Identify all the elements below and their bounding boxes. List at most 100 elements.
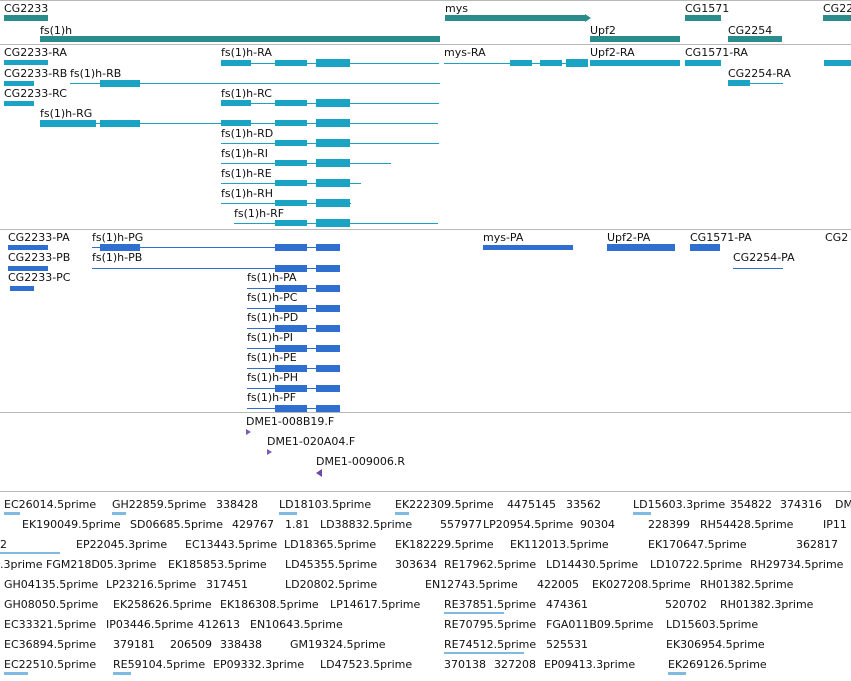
est-marker[interactable] — [113, 672, 131, 675]
est-label[interactable]: EK258626.5prime — [113, 598, 212, 611]
est-label[interactable]: 327208 — [494, 658, 536, 671]
protein-exon[interactable] — [316, 365, 340, 372]
est-label[interactable]: RE74512.5prime — [444, 638, 537, 651]
est-label[interactable]: LP23216.5prime — [106, 578, 197, 591]
transcript-label[interactable]: CG2233-RC — [4, 87, 67, 100]
est-label[interactable]: 474361 — [546, 598, 588, 611]
est-marker[interactable] — [0, 552, 60, 554]
transcript-exon[interactable] — [100, 120, 140, 127]
transcript-exon[interactable] — [510, 60, 532, 66]
est-label[interactable]: RH29734.5prime — [750, 558, 844, 571]
protein-label[interactable]: fs(1)h-PG — [92, 231, 144, 244]
gene-label[interactable]: Upf2 — [590, 24, 616, 37]
transcript-exon[interactable] — [728, 80, 750, 86]
protein-model[interactable] — [8, 266, 48, 271]
transcript-label[interactable]: fs(1)h-RF — [234, 207, 285, 220]
est-label[interactable]: EK190049.5prime — [22, 518, 121, 531]
transcript-model[interactable] — [4, 81, 34, 86]
est-label[interactable]: EK185853.5prime — [168, 558, 267, 571]
clone-label[interactable]: DME1-020A04.F — [267, 435, 356, 448]
est-label[interactable]: 338428 — [216, 498, 258, 511]
protein-exon[interactable] — [607, 244, 675, 251]
est-label[interactable]: 370138 — [444, 658, 486, 671]
est-label[interactable]: LP20954.5prime — [483, 518, 574, 531]
transcript-exon[interactable] — [540, 60, 562, 66]
transcript-exon[interactable] — [275, 180, 307, 186]
est-label[interactable]: 379181 — [113, 638, 155, 651]
est-label[interactable]: EK306954.5prime — [666, 638, 765, 651]
est-label[interactable]: EK182229.5prime — [395, 538, 494, 551]
est-label[interactable]: LD15603.5prime — [666, 618, 759, 631]
est-marker[interactable] — [4, 672, 28, 675]
est-label[interactable]: GH08050.5prime — [4, 598, 99, 611]
est-label[interactable]: 317451 — [206, 578, 248, 591]
protein-exon[interactable] — [316, 385, 340, 392]
transcript-exon[interactable] — [275, 220, 307, 226]
est-label[interactable]: 303634 — [395, 558, 437, 571]
transcript-exon[interactable] — [100, 80, 140, 87]
est-label[interactable]: EK269126.5prime — [668, 658, 767, 671]
transcript-exon[interactable] — [316, 99, 350, 107]
protein-exon[interactable] — [316, 244, 340, 251]
est-marker[interactable] — [4, 512, 20, 515]
est-label[interactable]: EK170647.5prime — [648, 538, 747, 551]
transcript-label[interactable]: mys-RA — [444, 46, 486, 59]
est-label[interactable]: 374316 — [780, 498, 822, 511]
est-label[interactable]: EP09332.3prime — [213, 658, 305, 671]
gene-label[interactable]: CG2233 — [4, 2, 49, 15]
gene-bar[interactable] — [4, 15, 48, 21]
gene-bar[interactable] — [823, 15, 851, 21]
transcript-exon[interactable] — [316, 219, 350, 227]
est-label[interactable]: GM19324.5prime — [290, 638, 386, 651]
est-label[interactable]: 412613 — [198, 618, 240, 631]
protein-exon[interactable] — [275, 305, 307, 312]
transcript-label[interactable]: fs(1)h-RC — [221, 87, 272, 100]
transcript-label[interactable]: CG2233-RB — [4, 67, 68, 80]
protein-label[interactable]: fs(1)h-PI — [247, 331, 294, 344]
est-marker[interactable] — [395, 512, 409, 515]
est-label[interactable]: EC36894.5prime — [4, 638, 97, 651]
transcript-exon[interactable] — [221, 100, 251, 106]
transcript-label[interactable]: fs(1)h-RE — [221, 167, 272, 180]
clone-marker-icon[interactable] — [316, 469, 322, 477]
est-label[interactable]: 525531 — [546, 638, 588, 651]
protein-label[interactable]: CG2254-PA — [733, 251, 795, 264]
est-label[interactable]: EK186308.5prime — [220, 598, 319, 611]
transcript-exon[interactable] — [221, 60, 251, 66]
est-label[interactable]: LD18103.5prime — [279, 498, 372, 511]
protein-label[interactable]: CG2233-PB — [8, 251, 71, 264]
est-label[interactable]: 362817 — [796, 538, 838, 551]
protein-label[interactable]: mys-PA — [483, 231, 524, 244]
est-label[interactable]: .3prime — [0, 558, 43, 571]
transcript-label[interactable]: CG2254-RA — [728, 67, 791, 80]
transcript-exon[interactable] — [316, 119, 350, 127]
transcript-label[interactable]: fs(1)h-RI — [221, 147, 269, 160]
est-label[interactable]: EN10643.5prime — [250, 618, 343, 631]
transcript-exon[interactable] — [275, 60, 307, 66]
clone-marker-icon[interactable] — [246, 429, 251, 435]
est-label[interactable]: RH01382.3prime — [720, 598, 814, 611]
transcript-exon[interactable] — [316, 179, 350, 187]
est-label[interactable]: EC33321.5prime — [4, 618, 97, 631]
est-label[interactable]: RH54428.5prime — [700, 518, 794, 531]
gene-bar[interactable] — [40, 36, 440, 42]
est-label[interactable]: EK027208.5prime — [592, 578, 691, 591]
protein-label[interactable]: CG2 — [825, 231, 849, 244]
est-label[interactable]: LD18365.5prime — [284, 538, 377, 551]
est-label[interactable]: EC26014.5prime — [4, 498, 97, 511]
gene-label[interactable]: fs(1)h — [40, 24, 73, 37]
est-label[interactable]: EK112013.5prime — [510, 538, 609, 551]
est-label[interactable]: EP09413.3prime — [544, 658, 636, 671]
clone-label[interactable]: DME1-008B19.F — [246, 415, 335, 428]
est-label[interactable]: EC22510.5prime — [4, 658, 97, 671]
protein-label[interactable]: fs(1)h-PB — [92, 251, 143, 264]
gene-label[interactable]: mys — [445, 2, 468, 15]
protein-label[interactable]: fs(1)h-PA — [247, 271, 297, 284]
transcript-exon[interactable] — [221, 120, 251, 126]
est-label[interactable]: EK222309.5prime — [395, 498, 494, 511]
est-label[interactable]: RE37851.5prime — [444, 598, 537, 611]
transcript-exon[interactable] — [275, 160, 307, 166]
transcript-exon[interactable] — [40, 120, 96, 127]
protein-exon[interactable] — [690, 244, 720, 251]
est-label[interactable]: 90304 — [580, 518, 615, 531]
